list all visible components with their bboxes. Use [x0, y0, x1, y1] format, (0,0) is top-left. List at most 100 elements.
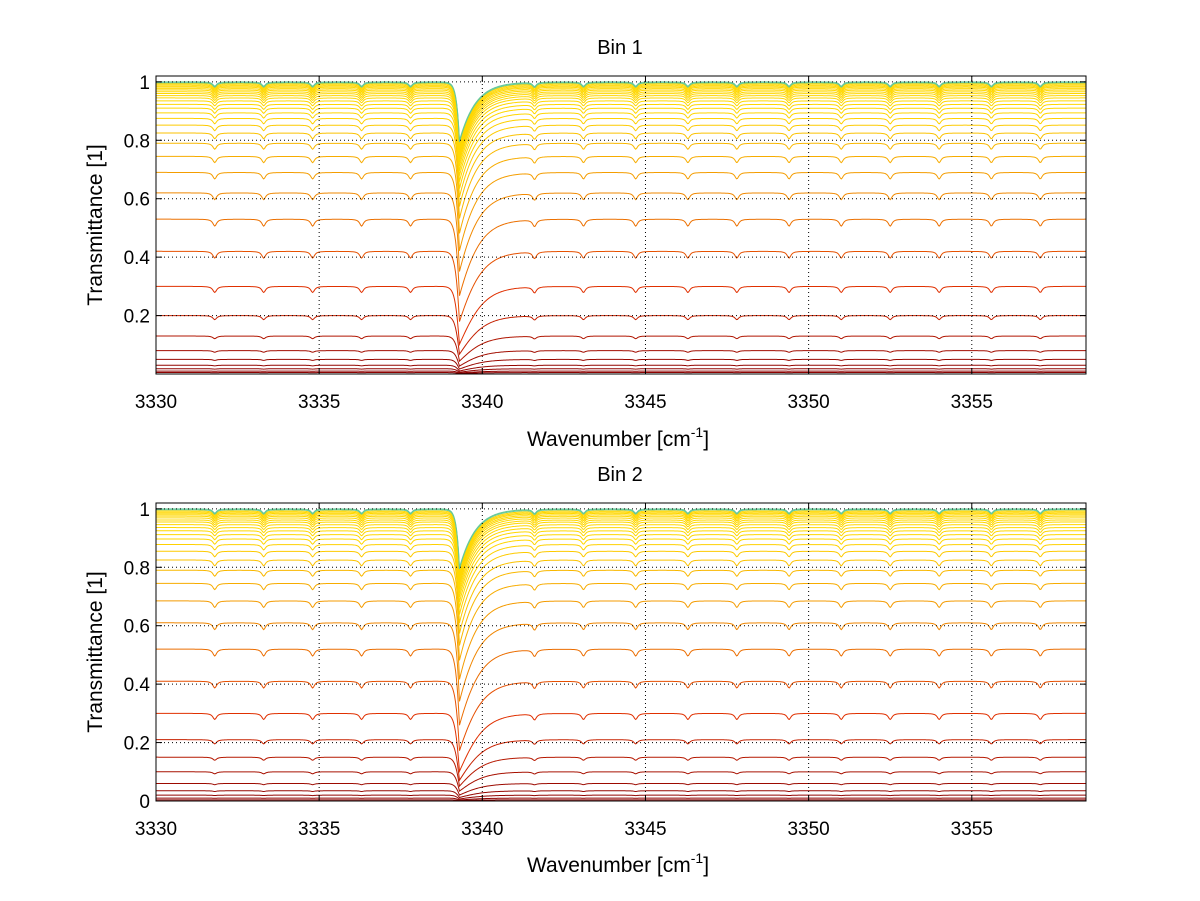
series-line — [156, 544, 1086, 615]
axes — [155, 75, 1087, 375]
tick-labels: 3330 3335 3340 3345 3350 3355 0.2 0.4 0.6 0.8 1 — [124, 73, 993, 413]
series-line — [156, 521, 1086, 586]
series-line — [156, 112, 1086, 182]
subplot-bin-2: Bin 2 3330 3335 3340 3345 3350 3355 0 0.2 0.4 0.6… — [84, 464, 1087, 877]
x-tick-label: 3340 — [461, 392, 503, 413]
series-line — [156, 100, 1086, 167]
x-tick-label: 3355 — [951, 392, 993, 413]
y-tick-label: 1 — [139, 73, 150, 94]
series-line — [156, 250, 1086, 322]
x-tick-label: 3330 — [135, 819, 177, 840]
series-line — [156, 790, 1086, 799]
series-line — [156, 514, 1086, 576]
series-line — [156, 756, 1086, 788]
series-line — [156, 86, 1086, 149]
y-axis-label: Transmittance [1] — [84, 571, 107, 732]
tick-labels: 3330 3335 3340 3345 3350 3355 0 0.2 0.4 0.6 0.8 1 — [124, 500, 993, 840]
series-line — [155, 85, 1086, 147]
series-line — [156, 797, 1086, 801]
series-line — [156, 527, 1086, 593]
series-line — [156, 799, 1086, 802]
series-line — [156, 517, 1086, 581]
series-line — [156, 285, 1086, 347]
series-line — [156, 89, 1086, 152]
y-tick-label: 0.4 — [124, 675, 151, 696]
series-line — [156, 622, 1086, 702]
x-tick-label: 3350 — [787, 392, 829, 413]
plot-frame — [155, 75, 1087, 375]
plot-frame — [155, 502, 1087, 802]
series-line — [156, 530, 1086, 598]
grid — [156, 503, 1086, 801]
x-tick-label: 3350 — [787, 819, 829, 840]
series-line — [156, 538, 1086, 608]
series-line — [156, 771, 1086, 792]
grid — [156, 76, 1086, 374]
series-line — [156, 364, 1086, 372]
series-line — [156, 600, 1086, 680]
series-group — [155, 81, 1087, 375]
y-tick-label: 0.2 — [124, 307, 150, 328]
y-tick-label: 0.4 — [124, 248, 151, 269]
y-tick-label: 0 — [139, 792, 150, 813]
series-line — [156, 335, 1086, 363]
y-tick-label: 1 — [139, 500, 150, 521]
series-line — [156, 782, 1086, 796]
x-tick-label: 3345 — [624, 392, 666, 413]
x-tick-label: 3335 — [298, 819, 340, 840]
series-line — [156, 550, 1086, 623]
series-line — [156, 82, 1086, 143]
series-line — [156, 93, 1086, 157]
series-line — [156, 83, 1086, 144]
axes — [155, 502, 1087, 802]
series-line — [156, 132, 1086, 207]
series-line — [156, 368, 1086, 373]
series-line — [156, 192, 1086, 272]
series-line — [156, 95, 1086, 160]
series-line — [156, 124, 1086, 198]
y-tick-label: 0.6 — [124, 190, 150, 211]
series-line — [156, 84, 1086, 145]
x-axis-label: Wavenumber [cm-1] — [527, 424, 709, 451]
y-tick-label: 0.6 — [124, 617, 150, 638]
x-tick-label: 3335 — [298, 392, 340, 413]
series-line — [156, 524, 1086, 590]
series-line — [156, 117, 1086, 189]
y-tick-label: 0.8 — [124, 558, 150, 579]
x-tick-label: 3330 — [135, 392, 177, 413]
series-line — [156, 372, 1086, 375]
series-line — [156, 91, 1086, 155]
series-line — [156, 509, 1086, 570]
series-line — [156, 358, 1086, 370]
series-line — [156, 515, 1087, 578]
y-tick-label: 0.8 — [124, 131, 150, 152]
series-line — [156, 511, 1086, 573]
series-line — [156, 171, 1086, 251]
series-line — [156, 103, 1086, 171]
series-line — [156, 155, 1086, 234]
series-line — [156, 569, 1086, 646]
series-line — [156, 519, 1086, 583]
x-tick-label: 3340 — [461, 819, 503, 840]
series-line — [155, 218, 1086, 296]
subplot-bin-1: Bin 1 3330 3335 3340 3345 3350 3355 0.2 0.4 0.6 0… — [84, 37, 1087, 451]
series-line — [156, 559, 1086, 634]
subplot-title: Bin 2 — [597, 464, 643, 486]
y-axis-label: Transmittance [1] — [84, 144, 107, 305]
series-line — [156, 712, 1086, 774]
series-line — [156, 370, 1086, 374]
series-line — [156, 350, 1086, 367]
series-line — [156, 582, 1086, 661]
series-line — [156, 107, 1086, 176]
series-line — [156, 680, 1086, 751]
series-line — [156, 142, 1086, 219]
series-line — [156, 510, 1086, 571]
x-tick-label: 3345 — [624, 819, 666, 840]
x-axis-label: Wavenumber [cm-1] — [527, 850, 709, 877]
subplot-title: Bin 1 — [597, 37, 643, 59]
series-line — [156, 739, 1086, 782]
x-tick-label: 3355 — [951, 819, 993, 840]
series-line — [156, 88, 1086, 151]
